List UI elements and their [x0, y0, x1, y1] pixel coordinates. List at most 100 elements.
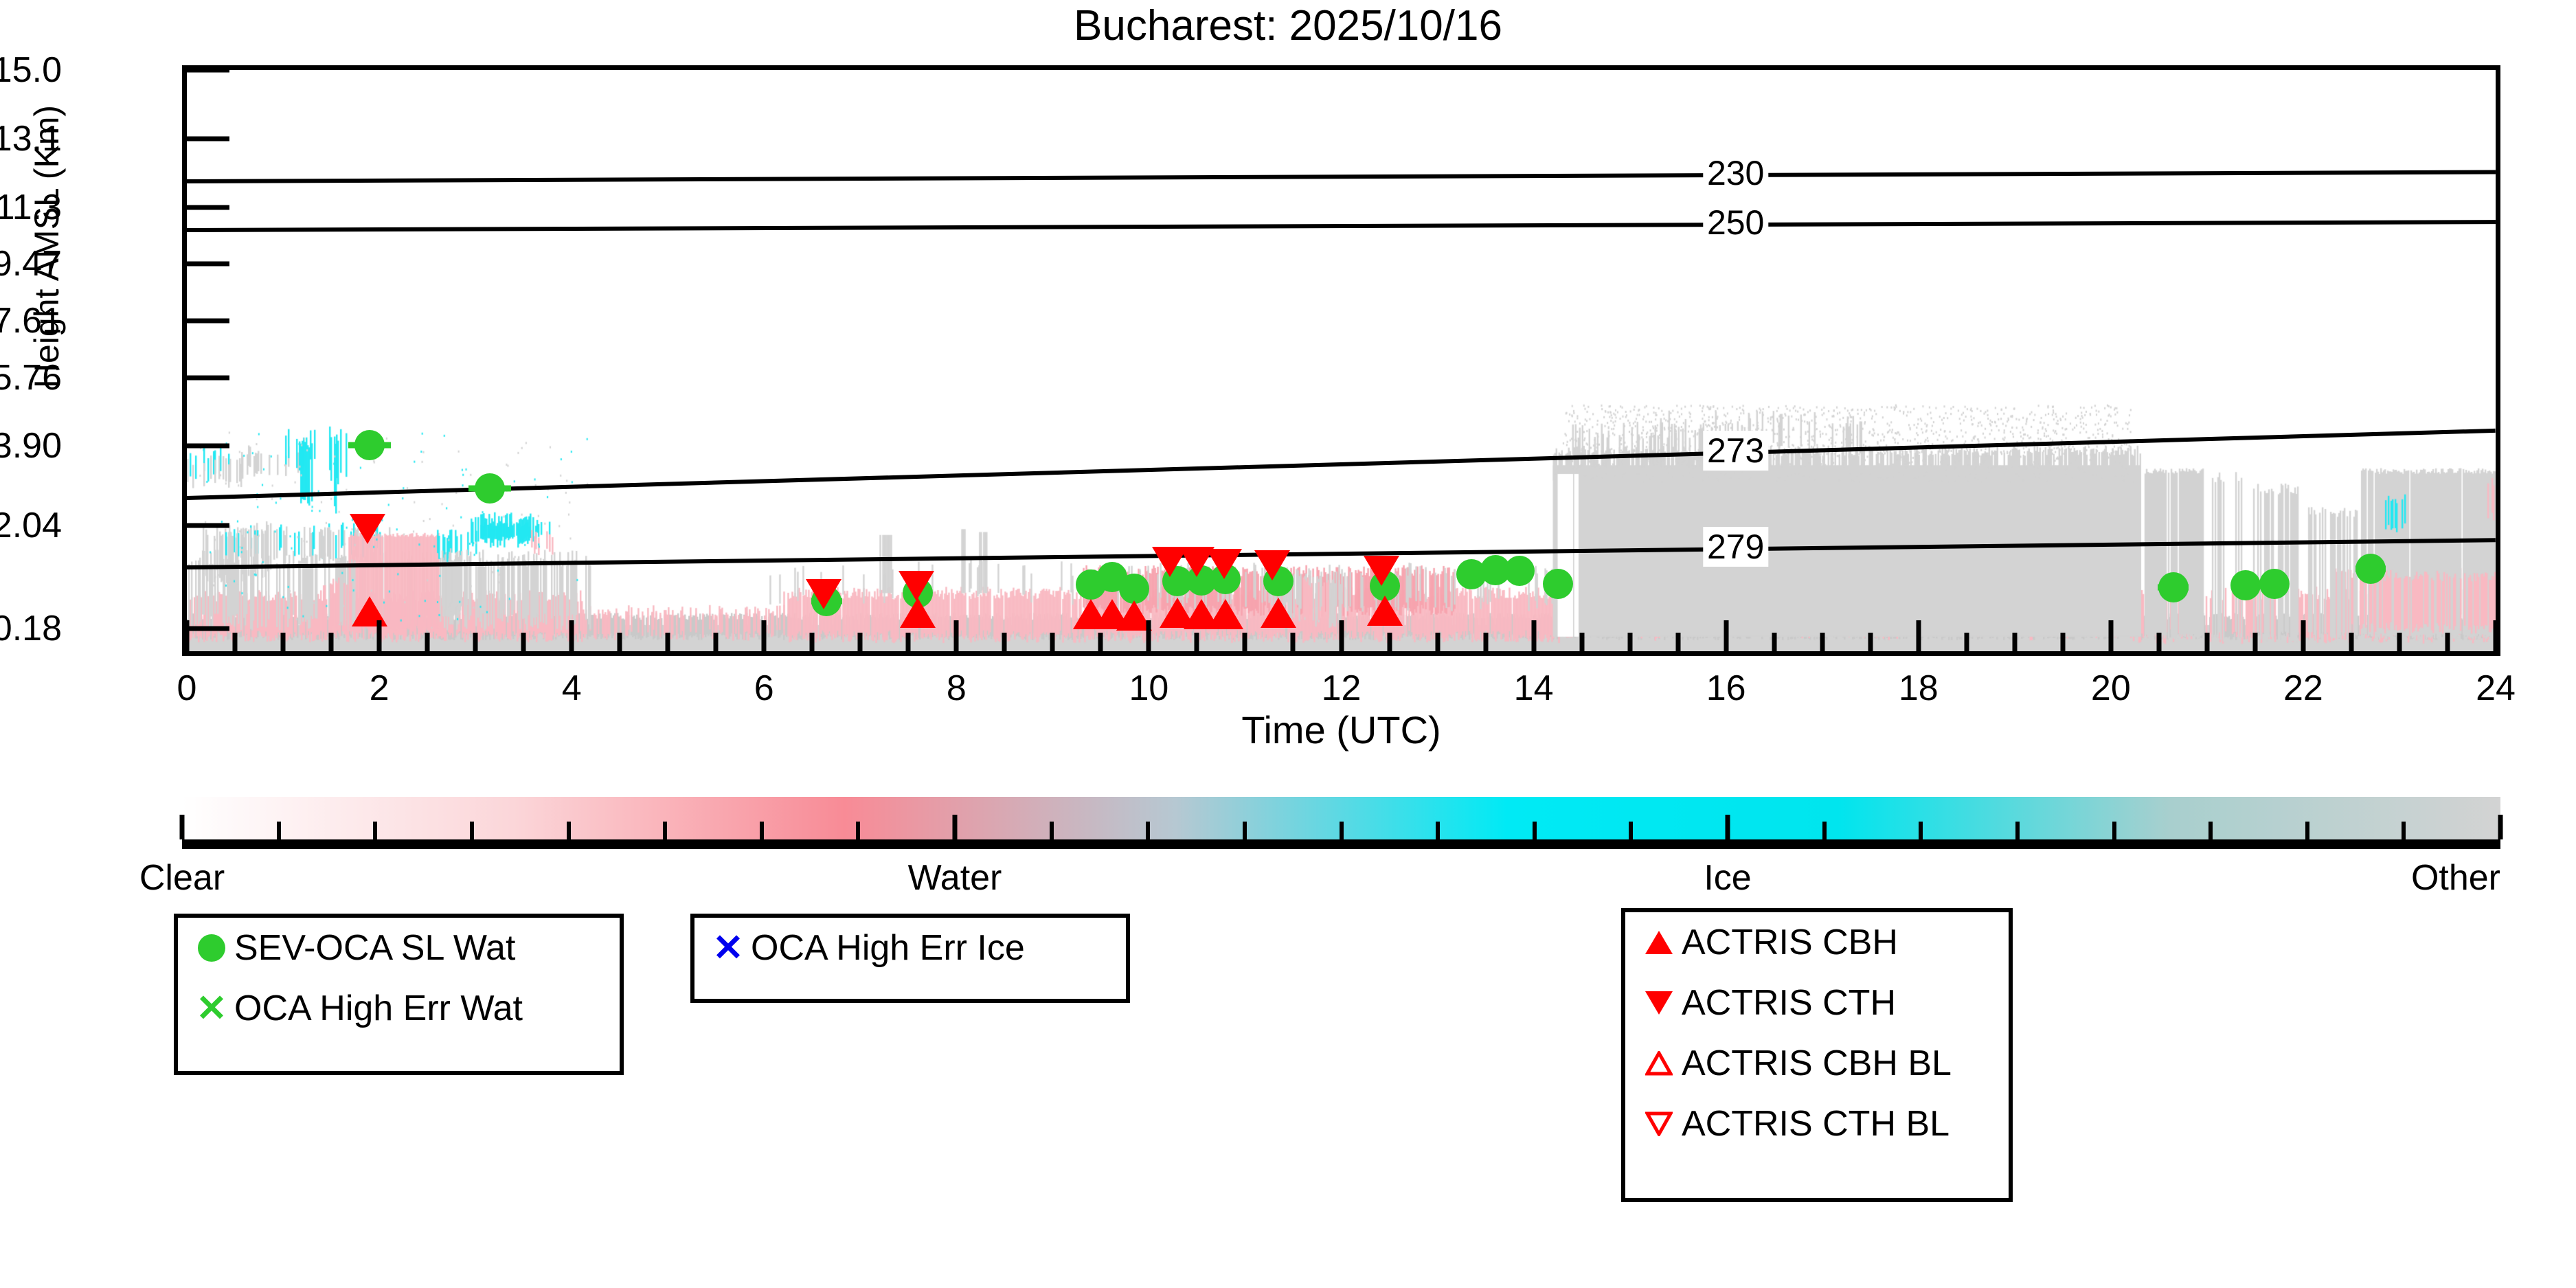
x-axis-tick-major	[2493, 620, 2498, 656]
colorbar-tick-minor	[1049, 822, 1054, 839]
actris-cbh-marker	[1366, 595, 1403, 626]
sev-oca-sl-wat-marker	[1542, 568, 1573, 599]
sev-oca-sl-wat-marker	[1119, 573, 1150, 604]
colorbar-tick-minor	[1146, 822, 1151, 839]
x-axis-tick-minor	[1290, 633, 1296, 656]
x-axis-tick-minor	[1675, 633, 1681, 656]
colorbar-tick-minor	[1436, 822, 1440, 839]
legend-item-label: OCA High Err Wat	[234, 988, 523, 1028]
error-bar	[2355, 565, 2386, 572]
legend-item[interactable]: ACTRIS CBH	[1625, 912, 2009, 973]
x-axis-tick-major	[1146, 620, 1151, 656]
x-axis-tick-minor	[328, 633, 334, 656]
x-axis-tick-minor	[617, 633, 622, 656]
error-bar	[1457, 571, 1485, 578]
x-axis-tick-minor	[1820, 633, 1825, 656]
contour-label: 273	[1702, 431, 1769, 471]
y-axis-tick	[187, 261, 229, 267]
legend-item[interactable]: ACTRIS CTH BL	[1625, 1094, 2009, 1154]
legend-item[interactable]: ✕ OCA High Err Wat	[178, 978, 620, 1039]
actris-cbh-marker	[352, 596, 388, 627]
legend-water: SEV-OCA SL Wat ✕ OCA High Err Wat	[174, 914, 624, 1075]
x-axis-tick-label: 18	[1898, 668, 1939, 708]
x-axis-tick-minor	[665, 633, 670, 656]
x-axis-tick-minor	[1194, 633, 1199, 656]
error-bar	[1505, 567, 1533, 574]
x-axis-tick-minor	[1772, 633, 1777, 656]
x-axis-tick-label: 10	[1129, 668, 1169, 708]
sev-oca-sl-wat-marker	[2259, 568, 2290, 599]
legend-ice: ✕ OCA High Err Ice	[690, 914, 1130, 1003]
actris-cbh-marker	[1116, 600, 1153, 631]
x-axis-tick-minor	[905, 633, 911, 656]
legend-actris: ACTRIS CBH ACTRIS CTH ACTRIS CBH BL ACTRIS …	[1621, 908, 2013, 1202]
x-axis-tick-minor	[1242, 633, 1247, 656]
legend-item[interactable]: ✕ OCA High Err Ice	[694, 918, 1126, 978]
triangle-up-icon	[1636, 931, 1682, 954]
x-axis-tick-major	[1339, 620, 1344, 656]
colorbar-tick-minor	[1339, 822, 1344, 839]
x-axis-tick-minor	[1387, 633, 1392, 656]
x-axis-tick-minor	[425, 633, 430, 656]
x-axis-tick-minor	[2204, 633, 2210, 656]
error-bar	[1265, 578, 1293, 585]
legend-item-label: SEV-OCA SL Wat	[234, 928, 516, 968]
actris-cth-marker	[806, 579, 842, 610]
sev-oca-sl-wat-marker	[2355, 553, 2386, 584]
colorbar-tick-minor	[663, 822, 668, 839]
contour-label: 250	[1702, 203, 1769, 243]
x-axis-tick-minor	[2252, 633, 2258, 656]
colorbar-tick-minor	[2208, 822, 2213, 839]
y-axis-tick	[187, 318, 229, 324]
colorbar-tick-minor	[759, 822, 764, 839]
y-axis-tick	[187, 523, 229, 528]
x-axis-tick-minor	[1627, 633, 1633, 656]
colorbar-tick-major	[952, 815, 958, 839]
x-axis-tick-label: 0	[177, 668, 197, 708]
x-axis-tick-label: 22	[2283, 668, 2323, 708]
error-bar	[1120, 585, 1148, 592]
y-axis-tick	[187, 205, 229, 210]
error-bar	[1544, 580, 1572, 587]
legend-item[interactable]: SEV-OCA SL Wat	[178, 918, 620, 978]
actris-cth-marker	[898, 571, 934, 602]
x-axis-tick-minor	[2012, 633, 2018, 656]
error-bar	[1077, 581, 1105, 588]
y-axis-tick-label: 3.90	[0, 426, 62, 466]
legend-item[interactable]: ACTRIS CBH BL	[1625, 1033, 2009, 1094]
x-marker-icon: ✕	[712, 927, 744, 969]
actris-cth-marker	[1364, 556, 1400, 587]
x-axis-tick-minor	[809, 633, 815, 656]
colorbar-tick-minor	[276, 822, 281, 839]
y-axis-tick-label: 5.76	[0, 357, 62, 398]
error-bar	[1098, 574, 1126, 580]
x-marker-icon: ✕	[196, 988, 227, 1029]
colorbar-tick-major	[2498, 815, 2503, 839]
colorbar-label-clear: Clear	[139, 858, 225, 898]
legend-item[interactable]: ACTRIS CTH	[1625, 973, 2009, 1033]
y-axis-tick-label: 7.61	[0, 300, 62, 341]
x-axis-tick-minor	[473, 633, 478, 656]
y-axis-tick-label: 11.3	[0, 187, 62, 227]
y-axis-tick	[187, 136, 229, 142]
error-bar	[1188, 577, 1216, 584]
colorbar-label-water: Water	[907, 858, 1002, 898]
x-axis-tick-major	[1531, 620, 1537, 656]
legend-item-label: OCA High Err Ice	[751, 928, 1025, 968]
x-axis-tick-minor	[2060, 633, 2066, 656]
actris-cbh-marker	[1261, 598, 1297, 629]
error-bar	[348, 442, 391, 449]
actris-cbh-marker	[900, 598, 936, 629]
error-bar	[468, 485, 511, 492]
colorbar-tick-major	[179, 815, 185, 839]
sev-oca-sl-wat-marker	[468, 473, 511, 504]
colorbar-tick-minor	[856, 822, 861, 839]
legend-item-label: ACTRIS CTH BL	[1682, 1104, 1950, 1144]
colorbar-label-ice: Ice	[1704, 858, 1752, 898]
sev-oca-sl-wat-marker	[1504, 556, 1535, 587]
x-axis-tick-minor	[2349, 633, 2354, 656]
y-axis-tick-label: 13.1	[0, 118, 62, 159]
x-axis-tick-label: 4	[561, 668, 582, 708]
error-bar	[1212, 576, 1240, 583]
y-axis-tick-label: 9.47	[0, 243, 62, 284]
